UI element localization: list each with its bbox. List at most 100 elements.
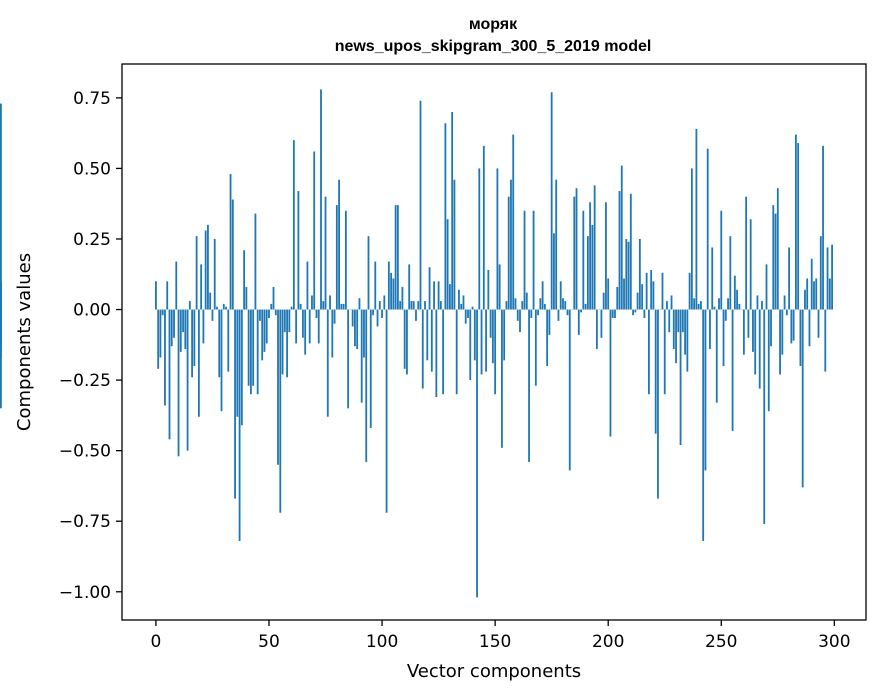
y-tick-label: −1.00 <box>59 583 111 603</box>
bar-component-227 <box>668 309 671 333</box>
plot-frame <box>121 63 867 621</box>
bar-component-245 <box>709 309 711 350</box>
bar-component-103 <box>387 261 390 310</box>
bar-component-80 <box>335 205 338 310</box>
bar-component-163 <box>523 210 526 310</box>
bar-component-205 <box>618 191 621 310</box>
bar-component-27 <box>216 306 218 310</box>
bar-component-40 <box>245 286 248 310</box>
bar-component-74 <box>322 301 325 310</box>
bar-component-192 <box>589 202 592 310</box>
bar-component-232 <box>679 309 682 446</box>
chart-subtitle: news_upos_skipgram_300_5_2019 model <box>335 38 652 55</box>
bar-component-221 <box>654 309 657 434</box>
bar-component-114 <box>412 301 415 310</box>
bar-component-275 <box>776 188 779 310</box>
bar-component-153 <box>501 309 503 448</box>
y-tick-label: −0.50 <box>59 442 111 462</box>
bar-component-106 <box>394 205 397 310</box>
bar-component-140 <box>471 306 474 310</box>
bar-component-256 <box>733 275 736 310</box>
x-tick-label: 100 <box>366 632 398 652</box>
bar-component-54 <box>277 309 279 465</box>
bar-component-276 <box>779 309 781 375</box>
bar-component-291 <box>813 281 815 310</box>
bar-component-170 <box>539 298 542 310</box>
bar-component-14 <box>186 309 189 451</box>
bar-component-60 <box>290 306 293 310</box>
bar-component-undefined <box>0 103 2 310</box>
bar-component-261 <box>745 196 748 310</box>
bar-component-116 <box>417 301 420 310</box>
bar-component-240 <box>697 303 700 310</box>
bar-component-165 <box>528 309 530 462</box>
bar-component-181 <box>564 301 567 310</box>
bar-component-250 <box>720 210 723 310</box>
bar-component-168 <box>534 309 537 386</box>
bar-component-234 <box>684 309 686 355</box>
bar-component-36 <box>236 309 239 417</box>
bar-component-204 <box>616 286 619 310</box>
bar-component-126 <box>439 301 442 310</box>
bar-component-78 <box>331 309 334 358</box>
bar-component-243 <box>704 309 707 471</box>
bar-component-208 <box>625 238 628 310</box>
bar-component-288 <box>806 278 809 310</box>
bar-component-0 <box>155 281 157 310</box>
bar-component-20 <box>200 264 203 310</box>
bar-component-194 <box>593 185 596 310</box>
bar-component-211 <box>632 309 634 316</box>
bar-component-38 <box>240 309 243 426</box>
bar-component-11 <box>179 309 182 352</box>
x-tick-label: 250 <box>705 632 737 652</box>
bar-component-119 <box>424 301 426 310</box>
bar-component-241 <box>700 301 702 310</box>
bar-component-127 <box>442 309 445 395</box>
bar-component-87 <box>351 309 354 327</box>
bar-component-32 <box>227 309 230 372</box>
bar-component-6 <box>168 309 171 440</box>
bar-component-61 <box>292 140 295 310</box>
bar-component-91 <box>360 309 363 403</box>
y-tick-label: −0.25 <box>59 371 111 391</box>
bar-component-156 <box>507 196 510 310</box>
bar-component-70 <box>313 151 316 310</box>
bar-component-46 <box>259 309 261 321</box>
bar-component-281 <box>790 309 793 344</box>
bar-component-68 <box>308 309 311 344</box>
bar-component-51 <box>270 303 273 310</box>
bar-component-83 <box>342 303 345 310</box>
bar-component-186 <box>575 188 578 310</box>
bar-component-216 <box>643 309 646 319</box>
bar-component-105 <box>392 278 395 310</box>
bar-component-90 <box>358 298 361 310</box>
bar-component-142 <box>476 309 478 598</box>
bar-component-206 <box>620 165 623 310</box>
bar-component-69 <box>311 295 313 310</box>
bar-component-252 <box>724 309 727 321</box>
bar-component-123 <box>433 281 435 310</box>
bar-component-273 <box>772 205 775 310</box>
bar-component-290 <box>810 258 813 310</box>
bar-component-190 <box>584 303 587 310</box>
bar-component-13 <box>184 309 187 350</box>
bar-component-292 <box>815 278 818 310</box>
bar-component-24 <box>209 292 212 310</box>
bar-component-253 <box>727 298 729 310</box>
bar-component-92 <box>363 309 365 358</box>
bar-component-166 <box>530 309 533 319</box>
bar-component-8 <box>173 309 175 338</box>
bar-component-121 <box>428 267 431 310</box>
bar-component-258 <box>738 303 741 310</box>
bar-component-255 <box>731 309 734 431</box>
y-tick-label: 0.50 <box>73 159 111 179</box>
bar-component-12 <box>182 309 184 333</box>
bar-component-175 <box>550 92 553 310</box>
bar-component-50 <box>268 309 270 319</box>
bar-component-53 <box>274 309 277 316</box>
bar-component-117 <box>419 100 422 310</box>
bar-component-141 <box>473 309 476 361</box>
bar-component-295 <box>822 145 824 310</box>
bar-component-88 <box>354 309 356 347</box>
